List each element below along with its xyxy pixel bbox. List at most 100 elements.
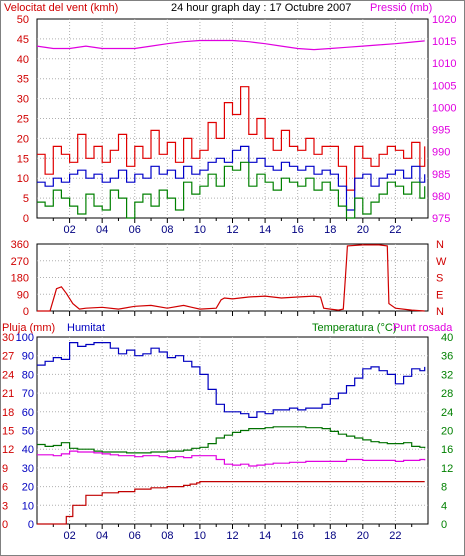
direction-compass-tick-label: N [436,239,444,251]
temperature-tick-label: 28 [441,388,453,400]
rain-axis-title: Pluja (mm) [2,322,55,334]
pressure-tick-label: 985 [432,169,450,181]
wind-speed-tick-label: 35 [17,74,29,86]
wind-x-tick-label: 02 [63,224,75,236]
pressure-tick-label: 1005 [432,80,456,92]
direction-compass-tick-label: E [436,289,443,301]
rain-tick-label: 18 [2,407,14,419]
rain-tick-label: 27 [2,351,14,363]
humidity-tick-label: 0 [28,519,34,531]
humidity-axis-title: Humitat [67,322,105,334]
humidity-x-tick-label: 20 [357,530,369,542]
wind-x-tick-label: 20 [357,224,369,236]
rain-tick-label: 21 [2,388,14,400]
wind-speed-tick-label: 20 [17,133,29,145]
wind-x-tick-label: 04 [96,224,108,236]
wind-speed-tick-label: 40 [17,54,29,66]
temperature-tick-label: 12 [441,463,453,475]
wind-series-velocitat-mitjana [37,145,426,211]
pressure-axis-title: Pressió (mb) [370,2,432,14]
humidity-tick-label: 30 [22,463,34,475]
humidity-tick-label: 100 [16,332,34,344]
temperature-tick-label: 0 [441,519,447,531]
rain-tick-label: 6 [2,482,8,494]
wind-x-tick-label: 14 [259,224,271,236]
humidity-x-tick-label: 16 [292,530,304,542]
wind-speed-tick-label: 0 [23,213,29,225]
humidity-tick-label: 40 [22,444,34,456]
rain-tick-label: 24 [2,369,14,381]
wind-speed-tick-label: 45 [17,34,29,46]
direction-degree-tick-label: 270 [11,256,29,268]
humidity-x-tick-label: 04 [96,530,108,542]
wind-speed-tick-label: 15 [17,153,29,165]
direction-compass-tick-label: S [436,273,443,285]
humidity-x-tick-label: 14 [259,530,271,542]
pressure-tick-label: 980 [432,191,450,203]
temperature-tick-label: 4 [441,500,447,512]
direction-degree-tick-label: 360 [11,239,29,251]
wind-x-tick-label: 18 [324,224,336,236]
wind-series-r-fega [37,86,426,191]
humidity-x-tick-label: 22 [389,530,401,542]
temperature-tick-label: 40 [441,332,453,344]
humidity-tick-label: 10 [22,500,34,512]
wind-series-pressi- [36,39,425,51]
temperature-tick-label: 16 [441,444,453,456]
wind-speed-tick-label: 25 [17,114,29,126]
humidity-tick-label: 80 [22,369,34,381]
humidity-tick-label: 50 [22,426,34,438]
direction-compass-tick-label: W [436,256,447,268]
chart-title: 24 hour graph day : 17 Octubre 2007 [171,2,351,14]
rain-tick-label: 30 [2,332,14,344]
humidity-tick-label: 70 [22,388,34,400]
pressure-tick-label: 1015 [432,36,456,48]
pressure-tick-label: 1020 [432,14,456,26]
rain-tick-label: 9 [2,463,8,475]
rain-tick-label: 3 [2,500,8,512]
pressure-tick-label: 1000 [432,102,456,114]
humidity-temperature-rain-panel: 0369121518212427300102030405060708090100… [2,332,453,542]
temperature-axis-title: Temperatura (°C) [312,322,396,334]
direction-degree-tick-label: 180 [11,273,29,285]
series-temperatura [37,426,426,454]
humidity-tick-label: 60 [22,407,34,419]
series-punt-rosada [37,450,426,467]
pressure-tick-label: 1010 [432,58,456,70]
rain-tick-label: 12 [2,444,14,456]
pressure-tick-label: 995 [432,125,450,137]
wind-x-tick-label: 12 [226,224,238,236]
wind-speed-tick-label: 30 [17,94,29,106]
wind-direction-line [37,244,425,312]
temperature-tick-label: 24 [441,407,453,419]
wind-x-tick-label: 22 [389,224,401,236]
pressure-tick-label: 975 [432,213,450,225]
wind-x-tick-label: 08 [161,224,173,236]
humidity-tick-label: 90 [22,351,34,363]
wind-x-tick-label: 16 [292,224,304,236]
humidity-tick-label: 20 [22,482,34,494]
pressure-tick-label: 990 [432,147,450,159]
humidity-x-tick-label: 02 [63,530,75,542]
direction-degree-tick-label: 0 [23,306,29,318]
rain-tick-label: 15 [2,426,14,438]
wind-series-velocitat-m-nima [37,161,426,219]
series-humitat [37,342,426,418]
dew-point-axis-title: Punt rosada [393,322,453,334]
wind-x-tick-label: 10 [194,224,206,236]
direction-degree-tick-label: 90 [17,289,29,301]
direction-compass-tick-label: N [436,306,444,318]
humidity-x-tick-label: 18 [324,530,336,542]
temperature-tick-label: 32 [441,369,453,381]
wind-speed-axis-title: Velocitat del vent (kmh) [4,2,118,14]
wind-speed-tick-label: 5 [23,193,29,205]
humidity-x-tick-label: 06 [129,530,141,542]
humidity-x-tick-label: 08 [161,530,173,542]
temperature-tick-label: 20 [441,426,453,438]
temperature-tick-label: 36 [441,351,453,363]
wind-speed-tick-label: 10 [17,173,29,185]
rain-tick-label: 0 [2,519,8,531]
temperature-tick-label: 8 [441,482,447,494]
